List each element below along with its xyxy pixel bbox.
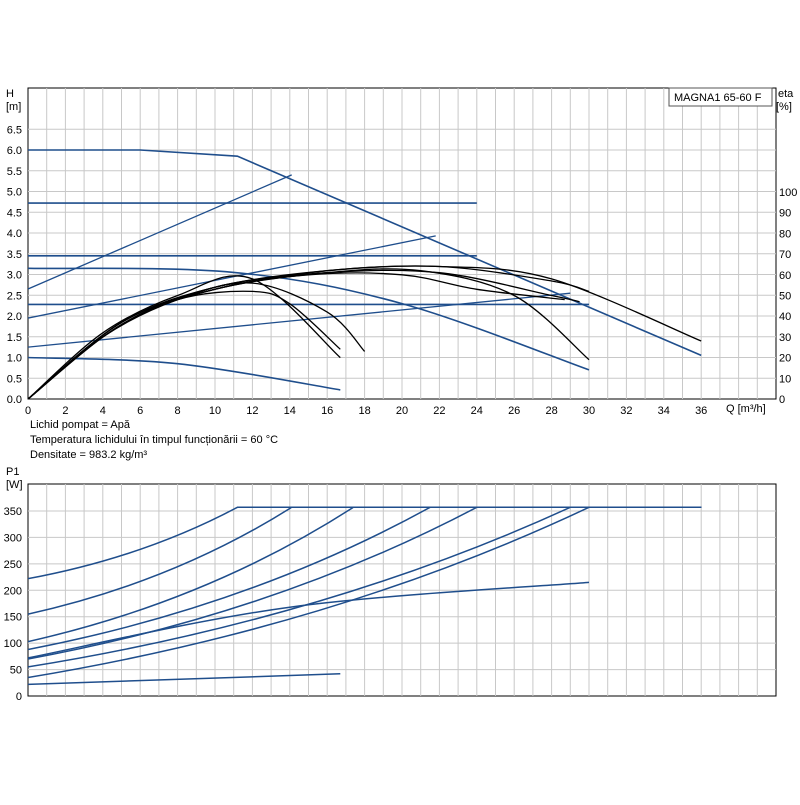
- note-fluid: Lichid pompat = Apă: [30, 419, 131, 431]
- power-curve: [28, 506, 702, 668]
- efficiency-curve: [28, 272, 565, 399]
- y-tick-label: 3.0: [7, 270, 22, 282]
- p1-axis-label: P1: [6, 466, 19, 478]
- y-tick-label: 5.5: [7, 166, 22, 178]
- x-tick-label: 30: [583, 405, 595, 417]
- q-axis-label: Q [m³/h]: [726, 403, 766, 415]
- x-tick-label: 6: [137, 405, 143, 417]
- eta-axis-unit: [%]: [776, 101, 792, 113]
- x-tick-label: 20: [396, 405, 408, 417]
- power-curve: [28, 506, 702, 643]
- power-curve: [28, 506, 702, 660]
- x-tick-label: 10: [209, 405, 221, 417]
- y-tick-label: 6.0: [7, 145, 22, 157]
- y2-tick-label: 20: [779, 353, 791, 365]
- y-tick-label: 5.0: [7, 187, 22, 199]
- p1-axis-unit: [W]: [6, 479, 23, 491]
- system-curve: [28, 174, 292, 290]
- p1-tick-label: 0: [16, 691, 22, 703]
- power-curve: [28, 506, 702, 580]
- y2-tick-label: 50: [779, 291, 791, 303]
- x-tick-label: 12: [246, 405, 258, 417]
- power-curve: [28, 581, 590, 659]
- y-tick-label: 1.5: [7, 332, 22, 344]
- p1-tick-label: 150: [4, 612, 22, 624]
- y2-tick-label: 10: [779, 373, 791, 385]
- y2-tick-label: 40: [779, 311, 791, 323]
- power-curve-layer: [28, 506, 702, 686]
- y2-tick-label: 80: [779, 228, 791, 240]
- y2-tick-label: 30: [779, 332, 791, 344]
- power-curves-group: [28, 506, 702, 686]
- p1-tick-label: 100: [4, 638, 22, 650]
- x-tick-label: 16: [321, 405, 333, 417]
- power-curve: [28, 506, 702, 679]
- y2-tick-label: 90: [779, 208, 791, 220]
- y2-tick-label: 0: [779, 394, 785, 406]
- x-tick-label: 0: [25, 405, 31, 417]
- efficiency-curve: [28, 269, 580, 399]
- y-tick-label: 6.5: [7, 124, 22, 136]
- x-tick-label: 14: [284, 405, 296, 417]
- y-tick-label: 0.0: [7, 394, 22, 406]
- x-tick-label: 36: [695, 405, 707, 417]
- power-curve: [28, 673, 341, 686]
- power-curve: [28, 506, 702, 651]
- p1-tick-label: 300: [4, 532, 22, 544]
- y2-tick-label: 100: [779, 187, 797, 199]
- y-tick-label: 2.0: [7, 311, 22, 323]
- p1-tick-label: 250: [4, 559, 22, 571]
- x-tick-label: 28: [545, 405, 557, 417]
- head-curve-layer: [28, 149, 702, 399]
- p1-tick-label: 350: [4, 506, 22, 518]
- efficiency-curve: [28, 275, 341, 399]
- p1-tick-label: 200: [4, 585, 22, 597]
- head-curve: [28, 356, 341, 391]
- h-axis-label-h: H: [6, 88, 14, 100]
- x-tick-label: 18: [358, 405, 370, 417]
- head-grid: [27, 87, 777, 400]
- x-tick-label: 8: [175, 405, 181, 417]
- y-tick-label: 1.0: [7, 353, 22, 365]
- p1-tick-label: 50: [10, 665, 22, 677]
- efficiency-curve: [28, 290, 341, 399]
- y-tick-label: 4.5: [7, 207, 22, 219]
- power-curve: [28, 506, 702, 615]
- system-curve: [28, 235, 436, 319]
- eta-axis-label: eta: [778, 88, 794, 100]
- x-tick-label: 26: [508, 405, 520, 417]
- power-grid: [27, 483, 777, 697]
- tick-labels-group: 0 2 4 6 8 10 12 14 16 18 20 22 24 26 28 30 32 34 360.00.51…: [4, 124, 798, 703]
- system-curve: [28, 292, 571, 348]
- note-density: Densitate = 983.2 kg/m³: [30, 449, 147, 461]
- model-label: MAGNA1 65-60 F: [674, 92, 762, 104]
- y-tick-label: 4.0: [7, 228, 22, 240]
- note-temperature: Temperatura lichidului în timpul funcțio…: [30, 434, 278, 446]
- head-curves-group: [28, 149, 702, 399]
- y2-tick-label: 60: [779, 270, 791, 282]
- x-tick-label: 22: [433, 405, 445, 417]
- y-tick-label: 0.5: [7, 373, 22, 385]
- x-tick-label: 24: [471, 405, 483, 417]
- y2-tick-label: 70: [779, 249, 791, 261]
- head-curve: [28, 267, 590, 371]
- y-tick-label: 2.5: [7, 290, 22, 302]
- y-tick-label: 3.5: [7, 249, 22, 261]
- x-tick-label: 2: [62, 405, 68, 417]
- h-axis-label-unit: [m]: [6, 101, 21, 113]
- x-tick-label: 34: [658, 405, 670, 417]
- x-tick-label: 32: [620, 405, 632, 417]
- x-tick-label: 4: [100, 405, 106, 417]
- model-label-box: [668, 87, 773, 107]
